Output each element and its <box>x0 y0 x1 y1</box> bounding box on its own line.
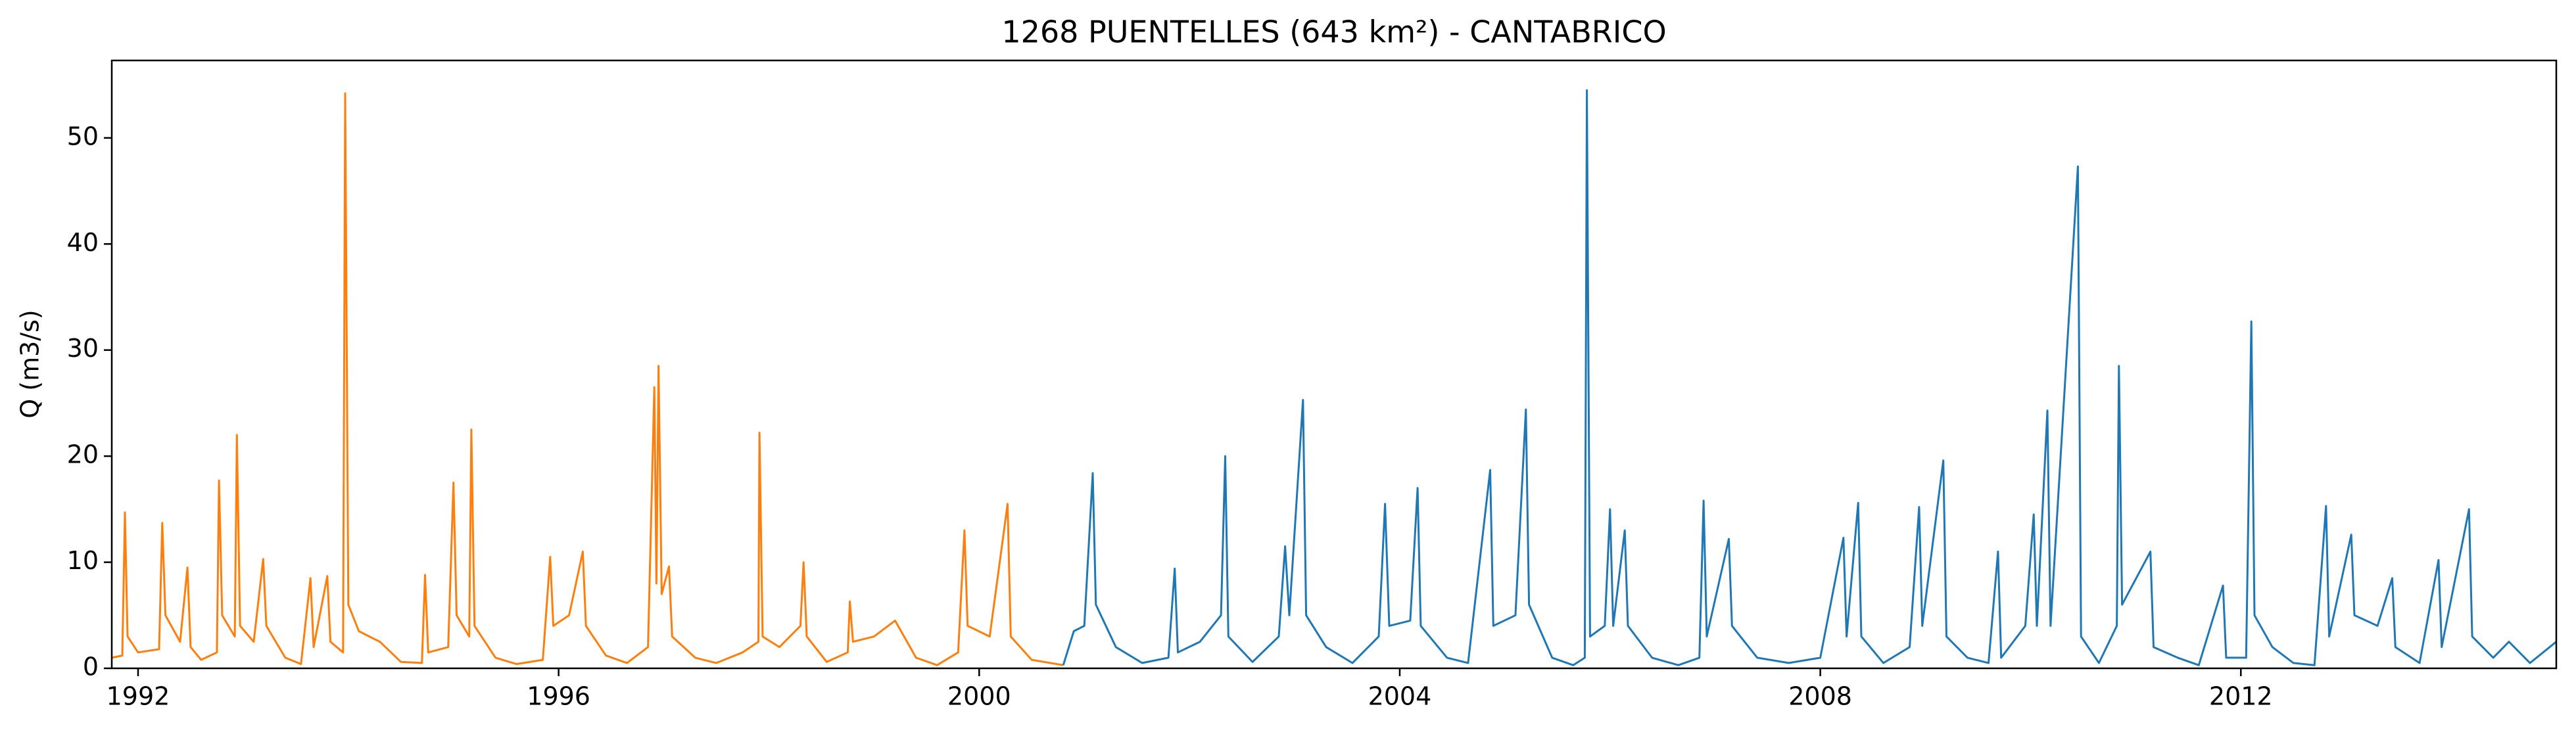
plot-frame <box>110 59 2558 670</box>
chart-title: 1268 PUENTELLES (643 km²) - CANTABRICO <box>1001 14 1666 50</box>
x-tick-label: 1996 <box>527 682 590 711</box>
x-tick-label: 2012 <box>2209 682 2273 711</box>
x-tick-label: 2000 <box>947 682 1011 711</box>
x-tick-label: 2008 <box>1788 682 1852 711</box>
y-tick-label: 0 <box>83 653 99 681</box>
y-tick-label: 40 <box>67 228 99 257</box>
series-line <box>1062 89 2557 666</box>
y-tick-label: 30 <box>67 334 99 363</box>
y-axis-label: Q (m3/s) <box>16 310 45 418</box>
plot-area <box>111 89 2557 666</box>
y-tick-label: 20 <box>67 440 99 469</box>
x-tick-label: 2004 <box>1368 682 1432 711</box>
y-tick-label: 10 <box>67 546 99 575</box>
y-tick-label: 50 <box>67 122 99 150</box>
series-line <box>111 92 1064 666</box>
x-tick-label: 1992 <box>107 682 170 711</box>
